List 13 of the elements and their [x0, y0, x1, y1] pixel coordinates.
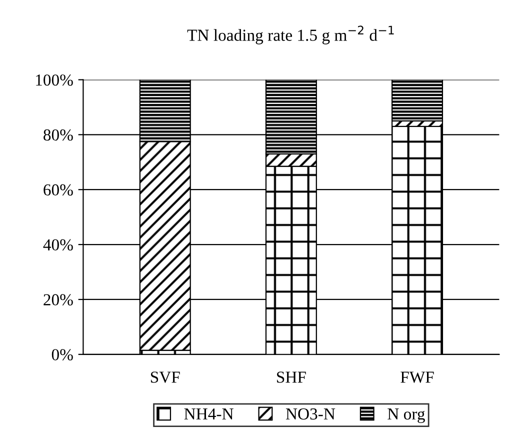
- y-tick-label: 100%: [36, 74, 73, 86]
- y-tick-label: 20%: [44, 294, 73, 306]
- x-tick-label: SHF: [277, 372, 306, 383]
- y-tick-label: 0%: [52, 349, 73, 360]
- legend-label: NO3-N: [286, 408, 336, 420]
- y-tick-label: 80%: [44, 129, 73, 141]
- legend-label: N org: [388, 408, 425, 424]
- x-tick-label: FWF: [400, 372, 434, 383]
- legend-label: NH4-N: [184, 408, 234, 420]
- y-tick-label: 60%: [44, 184, 73, 196]
- x-tick-label: SVF: [150, 372, 180, 383]
- chart-title: TN loading rate 1.5 g m$^{−2}$ d$^{−1}$: [187, 26, 394, 44]
- y-tick-label: 40%: [43, 239, 73, 251]
